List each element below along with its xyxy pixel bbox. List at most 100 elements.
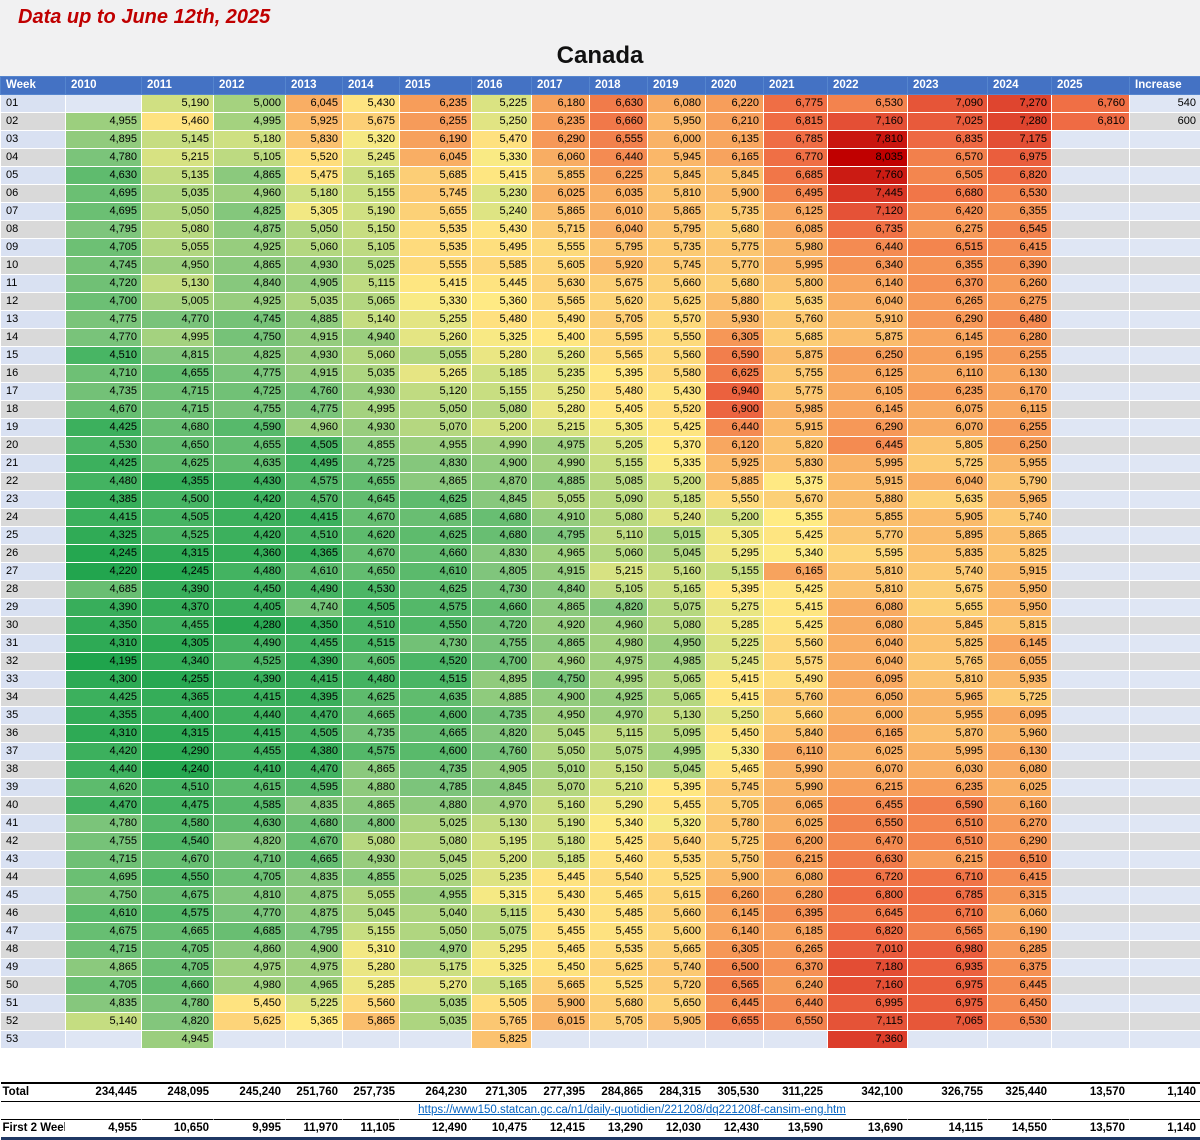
data-cell[interactable]: 5,455 <box>648 797 706 815</box>
data-cell[interactable]: 6,165 <box>706 149 764 167</box>
data-cell[interactable]: 6,440 <box>706 419 764 437</box>
data-cell[interactable]: 8,035 <box>828 149 908 167</box>
data-cell[interactable]: 5,430 <box>343 95 400 113</box>
data-cell[interactable]: 6,035 <box>590 185 648 203</box>
empty-cell[interactable] <box>1052 455 1130 473</box>
data-cell[interactable]: 6,105 <box>828 383 908 401</box>
data-cell[interactable]: 5,065 <box>648 689 706 707</box>
data-cell[interactable]: 5,565 <box>590 347 648 365</box>
data-cell[interactable]: 4,530 <box>343 581 400 599</box>
data-cell[interactable]: 6,785 <box>908 887 988 905</box>
data-cell[interactable]: 4,695 <box>66 185 142 203</box>
data-cell[interactable]: 5,455 <box>590 923 648 941</box>
data-cell[interactable]: 4,655 <box>142 365 214 383</box>
week-cell[interactable]: 46 <box>1 905 66 923</box>
week-cell[interactable]: 32 <box>1 653 66 671</box>
week-cell[interactable]: 38 <box>1 761 66 779</box>
data-cell[interactable]: 4,970 <box>472 797 532 815</box>
data-cell[interactable]: 4,420 <box>214 527 286 545</box>
data-cell[interactable]: 6,000 <box>828 707 908 725</box>
data-cell[interactable]: 4,665 <box>343 707 400 725</box>
data-cell[interactable]: 4,865 <box>532 635 590 653</box>
week-cell[interactable]: 37 <box>1 743 66 761</box>
data-cell[interactable]: 5,080 <box>343 833 400 851</box>
data-cell[interactable]: 4,875 <box>214 221 286 239</box>
data-cell[interactable]: 5,580 <box>648 365 706 383</box>
data-cell[interactable]: 5,325 <box>472 329 532 347</box>
data-cell[interactable]: 5,560 <box>648 347 706 365</box>
column-header-2016[interactable]: 2016 <box>472 77 532 95</box>
data-cell[interactable]: 5,430 <box>532 887 590 905</box>
data-cell[interactable]: 4,900 <box>532 689 590 707</box>
empty-cell[interactable] <box>1052 581 1130 599</box>
data-cell[interactable]: 5,985 <box>764 401 828 419</box>
data-cell[interactable]: 4,365 <box>286 545 343 563</box>
data-cell[interactable]: 4,975 <box>532 437 590 455</box>
data-cell[interactable]: 5,490 <box>764 671 828 689</box>
data-cell[interactable]: 4,255 <box>142 671 214 689</box>
data-cell[interactable]: 4,415 <box>286 509 343 527</box>
data-cell[interactable]: 4,795 <box>286 923 343 941</box>
data-cell[interactable]: 7,760 <box>828 167 908 185</box>
data-cell[interactable]: 5,265 <box>400 365 472 383</box>
data-cell[interactable]: 5,195 <box>472 833 532 851</box>
data-cell[interactable]: 4,685 <box>66 581 142 599</box>
data-cell[interactable]: 4,610 <box>66 905 142 923</box>
data-cell[interactable]: 5,365 <box>286 1013 343 1031</box>
data-cell[interactable]: 5,640 <box>648 833 706 851</box>
data-cell[interactable]: 4,625 <box>343 689 400 707</box>
data-cell[interactable]: 5,080 <box>472 401 532 419</box>
data-cell[interactable]: 5,810 <box>908 671 988 689</box>
data-cell[interactable]: 5,430 <box>648 383 706 401</box>
data-cell[interactable]: 4,930 <box>286 347 343 365</box>
data-cell[interactable]: 4,650 <box>343 563 400 581</box>
data-cell[interactable]: 4,995 <box>648 743 706 761</box>
data-cell[interactable]: 5,045 <box>400 851 472 869</box>
data-cell[interactable]: 5,190 <box>532 815 590 833</box>
data-cell[interactable]: 4,390 <box>286 653 343 671</box>
data-cell[interactable]: 5,215 <box>142 149 214 167</box>
data-cell[interactable]: 5,790 <box>988 473 1052 491</box>
data-cell[interactable]: 4,510 <box>286 527 343 545</box>
data-cell[interactable]: 5,055 <box>532 491 590 509</box>
data-cell[interactable]: 5,480 <box>472 311 532 329</box>
week-cell[interactable]: 03 <box>1 131 66 149</box>
data-cell[interactable]: 5,360 <box>472 293 532 311</box>
week-cell[interactable]: 45 <box>1 887 66 905</box>
data-cell[interactable]: 6,215 <box>828 779 908 797</box>
empty-cell[interactable] <box>1052 419 1130 437</box>
data-cell[interactable]: 4,865 <box>532 599 590 617</box>
data-cell[interactable]: 5,660 <box>648 275 706 293</box>
data-cell[interactable]: 5,155 <box>590 455 648 473</box>
data-cell[interactable]: 6,570 <box>908 149 988 167</box>
data-cell[interactable]: 4,780 <box>66 149 142 167</box>
week-cell[interactable]: 22 <box>1 473 66 491</box>
data-cell[interactable]: 4,325 <box>66 527 142 545</box>
data-cell[interactable]: 5,155 <box>472 383 532 401</box>
data-cell[interactable]: 6,565 <box>706 977 764 995</box>
data-cell[interactable]: 4,695 <box>66 869 142 887</box>
data-cell[interactable]: 4,775 <box>66 311 142 329</box>
data-cell[interactable]: 4,405 <box>214 599 286 617</box>
data-cell[interactable]: 7,090 <box>908 95 988 113</box>
data-cell[interactable]: 5,415 <box>706 671 764 689</box>
data-cell[interactable]: 6,160 <box>988 797 1052 815</box>
empty-cell[interactable] <box>532 1031 590 1049</box>
data-cell[interactable]: 4,795 <box>532 527 590 545</box>
week-cell[interactable]: 13 <box>1 311 66 329</box>
data-cell[interactable]: 5,760 <box>764 689 828 707</box>
data-cell[interactable]: 4,705 <box>66 977 142 995</box>
data-cell[interactable]: 4,490 <box>214 635 286 653</box>
data-cell[interactable]: 5,050 <box>286 221 343 239</box>
column-header-2014[interactable]: 2014 <box>343 77 400 95</box>
data-cell[interactable]: 4,305 <box>142 635 214 653</box>
data-cell[interactable]: 4,340 <box>142 653 214 671</box>
data-cell[interactable]: 4,410 <box>214 761 286 779</box>
empty-cell[interactable] <box>590 1031 648 1049</box>
data-cell[interactable]: 7,810 <box>828 131 908 149</box>
data-cell[interactable]: 6,940 <box>706 383 764 401</box>
week-cell[interactable]: 28 <box>1 581 66 599</box>
data-cell[interactable]: 6,265 <box>764 941 828 959</box>
data-cell[interactable]: 5,795 <box>648 221 706 239</box>
data-cell[interactable]: 5,685 <box>400 167 472 185</box>
